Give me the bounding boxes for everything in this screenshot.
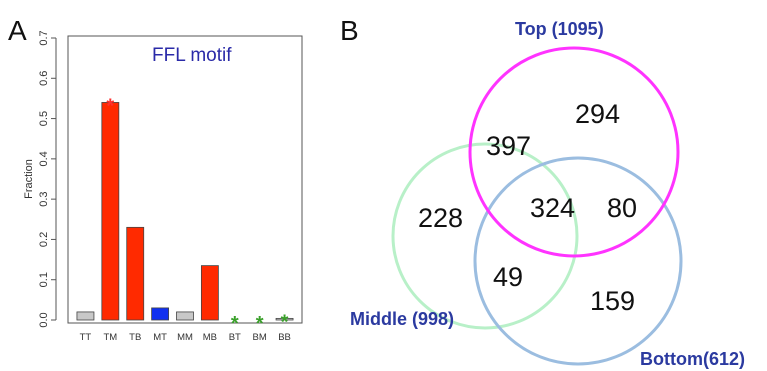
x-tick-label: MT	[153, 332, 167, 343]
significance-star-bb: *	[281, 311, 289, 333]
significance-star-bm: *	[256, 313, 264, 335]
region-middle-bottom: 49	[493, 262, 523, 292]
significance-star-tm: *	[106, 95, 114, 117]
region-top-middle: 397	[486, 131, 531, 161]
y-tick-label: 0.1	[38, 272, 50, 287]
region-top-bottom: 80	[607, 193, 637, 223]
middle-set-label: Middle (998)	[350, 309, 454, 329]
x-tick-label: TT	[80, 332, 92, 343]
x-tick-label: BB	[278, 332, 291, 343]
venn-diagram: Top (1095) Middle (998) Bottom(612) 294 …	[350, 19, 745, 369]
bar-tb	[127, 227, 144, 320]
y-tick-label: 0.4	[38, 151, 50, 166]
top-set-label: Top (1095)	[515, 19, 604, 39]
y-tick-label: 0.7	[38, 30, 50, 45]
panel-b-letter: B	[340, 15, 359, 46]
region-top-only: 294	[575, 99, 620, 129]
x-tick-label: MB	[203, 332, 217, 343]
y-axis-label: Fraction	[23, 159, 35, 199]
y-tick-label: 0.2	[38, 232, 50, 247]
panel-a-letter: A	[8, 15, 27, 46]
region-all-three: 324	[530, 193, 575, 223]
bottom-set-label: Bottom(612)	[640, 349, 745, 369]
bottom-set-circle	[475, 158, 681, 364]
region-middle-only: 228	[418, 203, 463, 233]
bar-chart: 0.00.10.20.30.40.50.60.7 TT TM TB MT MM MB BT B…	[23, 30, 302, 343]
bar-mt	[152, 308, 169, 320]
y-tick-label: 0.6	[38, 71, 50, 86]
x-tick-label: TM	[103, 332, 117, 343]
x-tick-label: MM	[177, 332, 193, 343]
middle-set-circle	[393, 144, 577, 328]
chart-title: FFL motif	[152, 45, 232, 66]
y-tick-label: 0.5	[38, 111, 50, 126]
bar-tm	[102, 102, 119, 320]
y-tick-label: 0.0	[38, 312, 50, 327]
bar-mm	[177, 312, 194, 320]
bar-tt	[77, 312, 94, 320]
x-tick-label: TB	[129, 332, 141, 343]
region-bottom-only: 159	[590, 286, 635, 316]
significance-star-bt: *	[231, 313, 239, 335]
bar-mb	[201, 266, 218, 320]
y-tick-label: 0.3	[38, 191, 50, 206]
